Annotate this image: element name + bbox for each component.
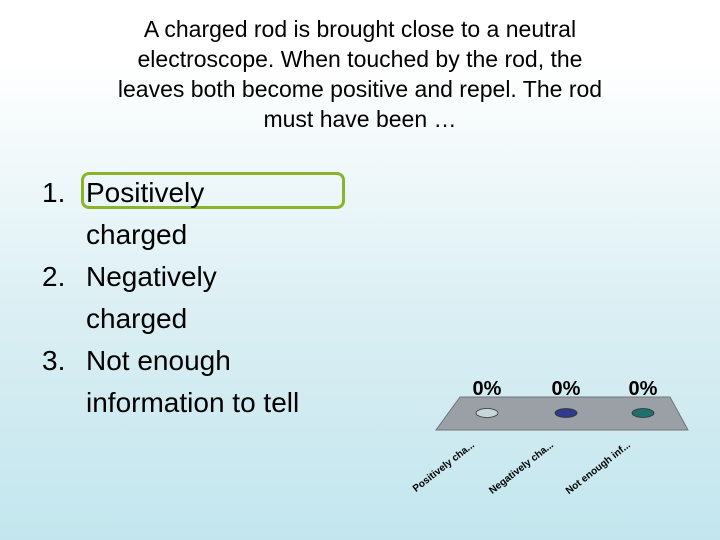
answer-option-2[interactable]: 2. Negatively charged [42,256,402,340]
answer-options: 1. Positively charged 2. Negatively char… [42,172,402,424]
chart-bar-top [554,408,578,418]
option-label: Not enough [86,345,231,376]
option-label: charged [86,303,188,334]
answer-option-1[interactable]: 1. Positively charged [42,172,402,256]
chart-value-label: 0% [473,378,502,400]
chart-bar-top [631,408,655,418]
chart-category-label: Positively cha... [411,440,477,495]
chart-category-label: Not enough inf... [564,440,633,497]
response-chart: 0% Positively cha... 0% Negatively cha... 0%… [411,378,689,497]
chart-value-label: 0% [629,378,658,400]
correct-answer-highlight [81,172,345,209]
question-line: A charged rod is brought close to a neut… [143,16,577,42]
option-label: information to tell [86,387,300,418]
option-number: 3. [42,345,66,376]
chart-bar-top [475,408,499,418]
chart-category-label: Negatively cha... [487,440,556,497]
question-line: leaves both become positive and repel. T… [117,76,603,102]
question-line: electroscope. When touched by the rod, t… [137,46,583,72]
answer-option-3[interactable]: 3. Not enough information to tell [42,340,402,424]
chart-value-label: 0% [552,378,581,400]
option-label: charged [86,219,188,250]
option-number: 2. [42,261,66,292]
question-line: must have been … [263,106,457,132]
question-text: A charged rod is brought close to a neut… [30,14,690,134]
option-number: 1. [42,177,66,208]
option-label: Negatively [86,261,217,292]
option-label: Positively [86,177,205,208]
